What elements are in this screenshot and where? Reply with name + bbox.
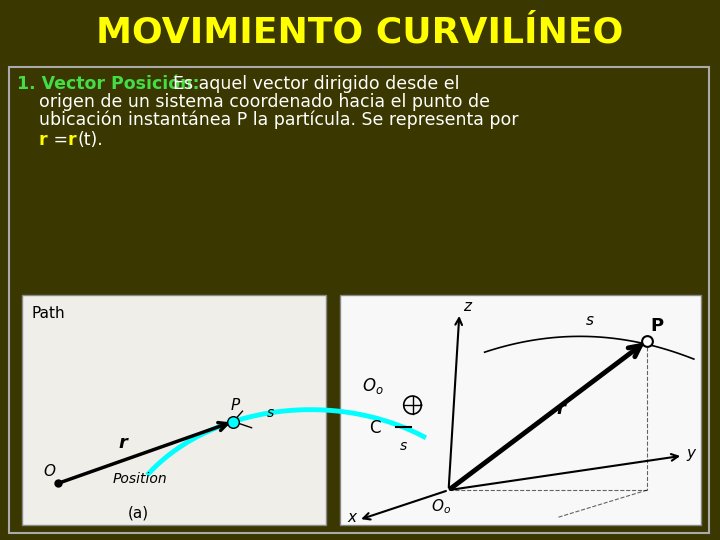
Text: s: s	[400, 439, 408, 453]
Point	[642, 336, 653, 345]
Text: C: C	[369, 418, 381, 437]
Text: $O_o$: $O_o$	[362, 376, 384, 396]
Text: (t).: (t).	[78, 131, 104, 149]
Point	[53, 479, 64, 488]
Text: x: x	[348, 510, 356, 525]
Text: y: y	[687, 446, 696, 461]
FancyBboxPatch shape	[22, 295, 325, 524]
Text: s: s	[585, 313, 593, 328]
Text: origen de un sistema coordenado hacia el punto de: origen de un sistema coordenado hacia el…	[39, 93, 490, 111]
Text: z: z	[463, 299, 471, 314]
Text: ubicación instantánea P la partícula. Se representa por: ubicación instantánea P la partícula. Se…	[39, 111, 518, 129]
Text: 1. Vector Posición:: 1. Vector Posición:	[17, 75, 199, 93]
Text: r: r	[68, 131, 76, 149]
FancyBboxPatch shape	[341, 295, 701, 524]
Text: r: r	[119, 434, 127, 452]
Text: =: =	[48, 131, 74, 149]
Text: s: s	[267, 406, 274, 420]
Text: P: P	[651, 318, 664, 335]
Text: r: r	[39, 131, 48, 149]
Text: MOVIMIENTO CURVILÍNEO: MOVIMIENTO CURVILÍNEO	[96, 16, 624, 49]
Text: (a): (a)	[128, 505, 149, 521]
Text: P: P	[230, 398, 240, 413]
Text: Position: Position	[113, 472, 168, 486]
Point	[228, 417, 239, 426]
Text: O: O	[43, 464, 55, 480]
Text: r: r	[557, 400, 566, 418]
Text: Es aquel vector dirigido desde el: Es aquel vector dirigido desde el	[162, 75, 459, 93]
Text: Path: Path	[31, 306, 65, 321]
Text: $O_o$: $O_o$	[431, 497, 451, 516]
